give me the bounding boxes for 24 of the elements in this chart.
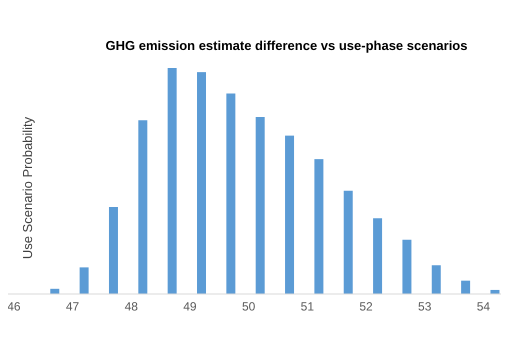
x-tick-label: 53: [418, 300, 432, 314]
bar: [197, 72, 206, 294]
chart-title: GHG emission estimate difference vs use-phase scenarios: [104, 38, 468, 55]
bar: [432, 265, 441, 294]
bar: [138, 120, 148, 294]
x-tick-label: 52: [359, 300, 374, 314]
bar: [256, 117, 265, 294]
x-tick-label: 54: [476, 300, 490, 314]
bar: [108, 206, 118, 294]
bar: [168, 68, 177, 294]
bar: [80, 267, 89, 294]
x-tick-label: 50: [242, 300, 256, 314]
bar: [373, 218, 382, 294]
bar: [226, 94, 236, 294]
x-tick-label: 47: [66, 300, 80, 314]
bar: [344, 190, 353, 294]
x-tick-label: 51: [300, 300, 314, 314]
x-tick-label: 49: [183, 300, 197, 314]
x-tick-label: 48: [124, 300, 138, 314]
bar: [285, 136, 294, 294]
bar: [402, 240, 412, 294]
bar: [314, 159, 324, 294]
bar: [461, 280, 470, 294]
y-axis-title: Use Scenario Probability: [20, 116, 35, 260]
